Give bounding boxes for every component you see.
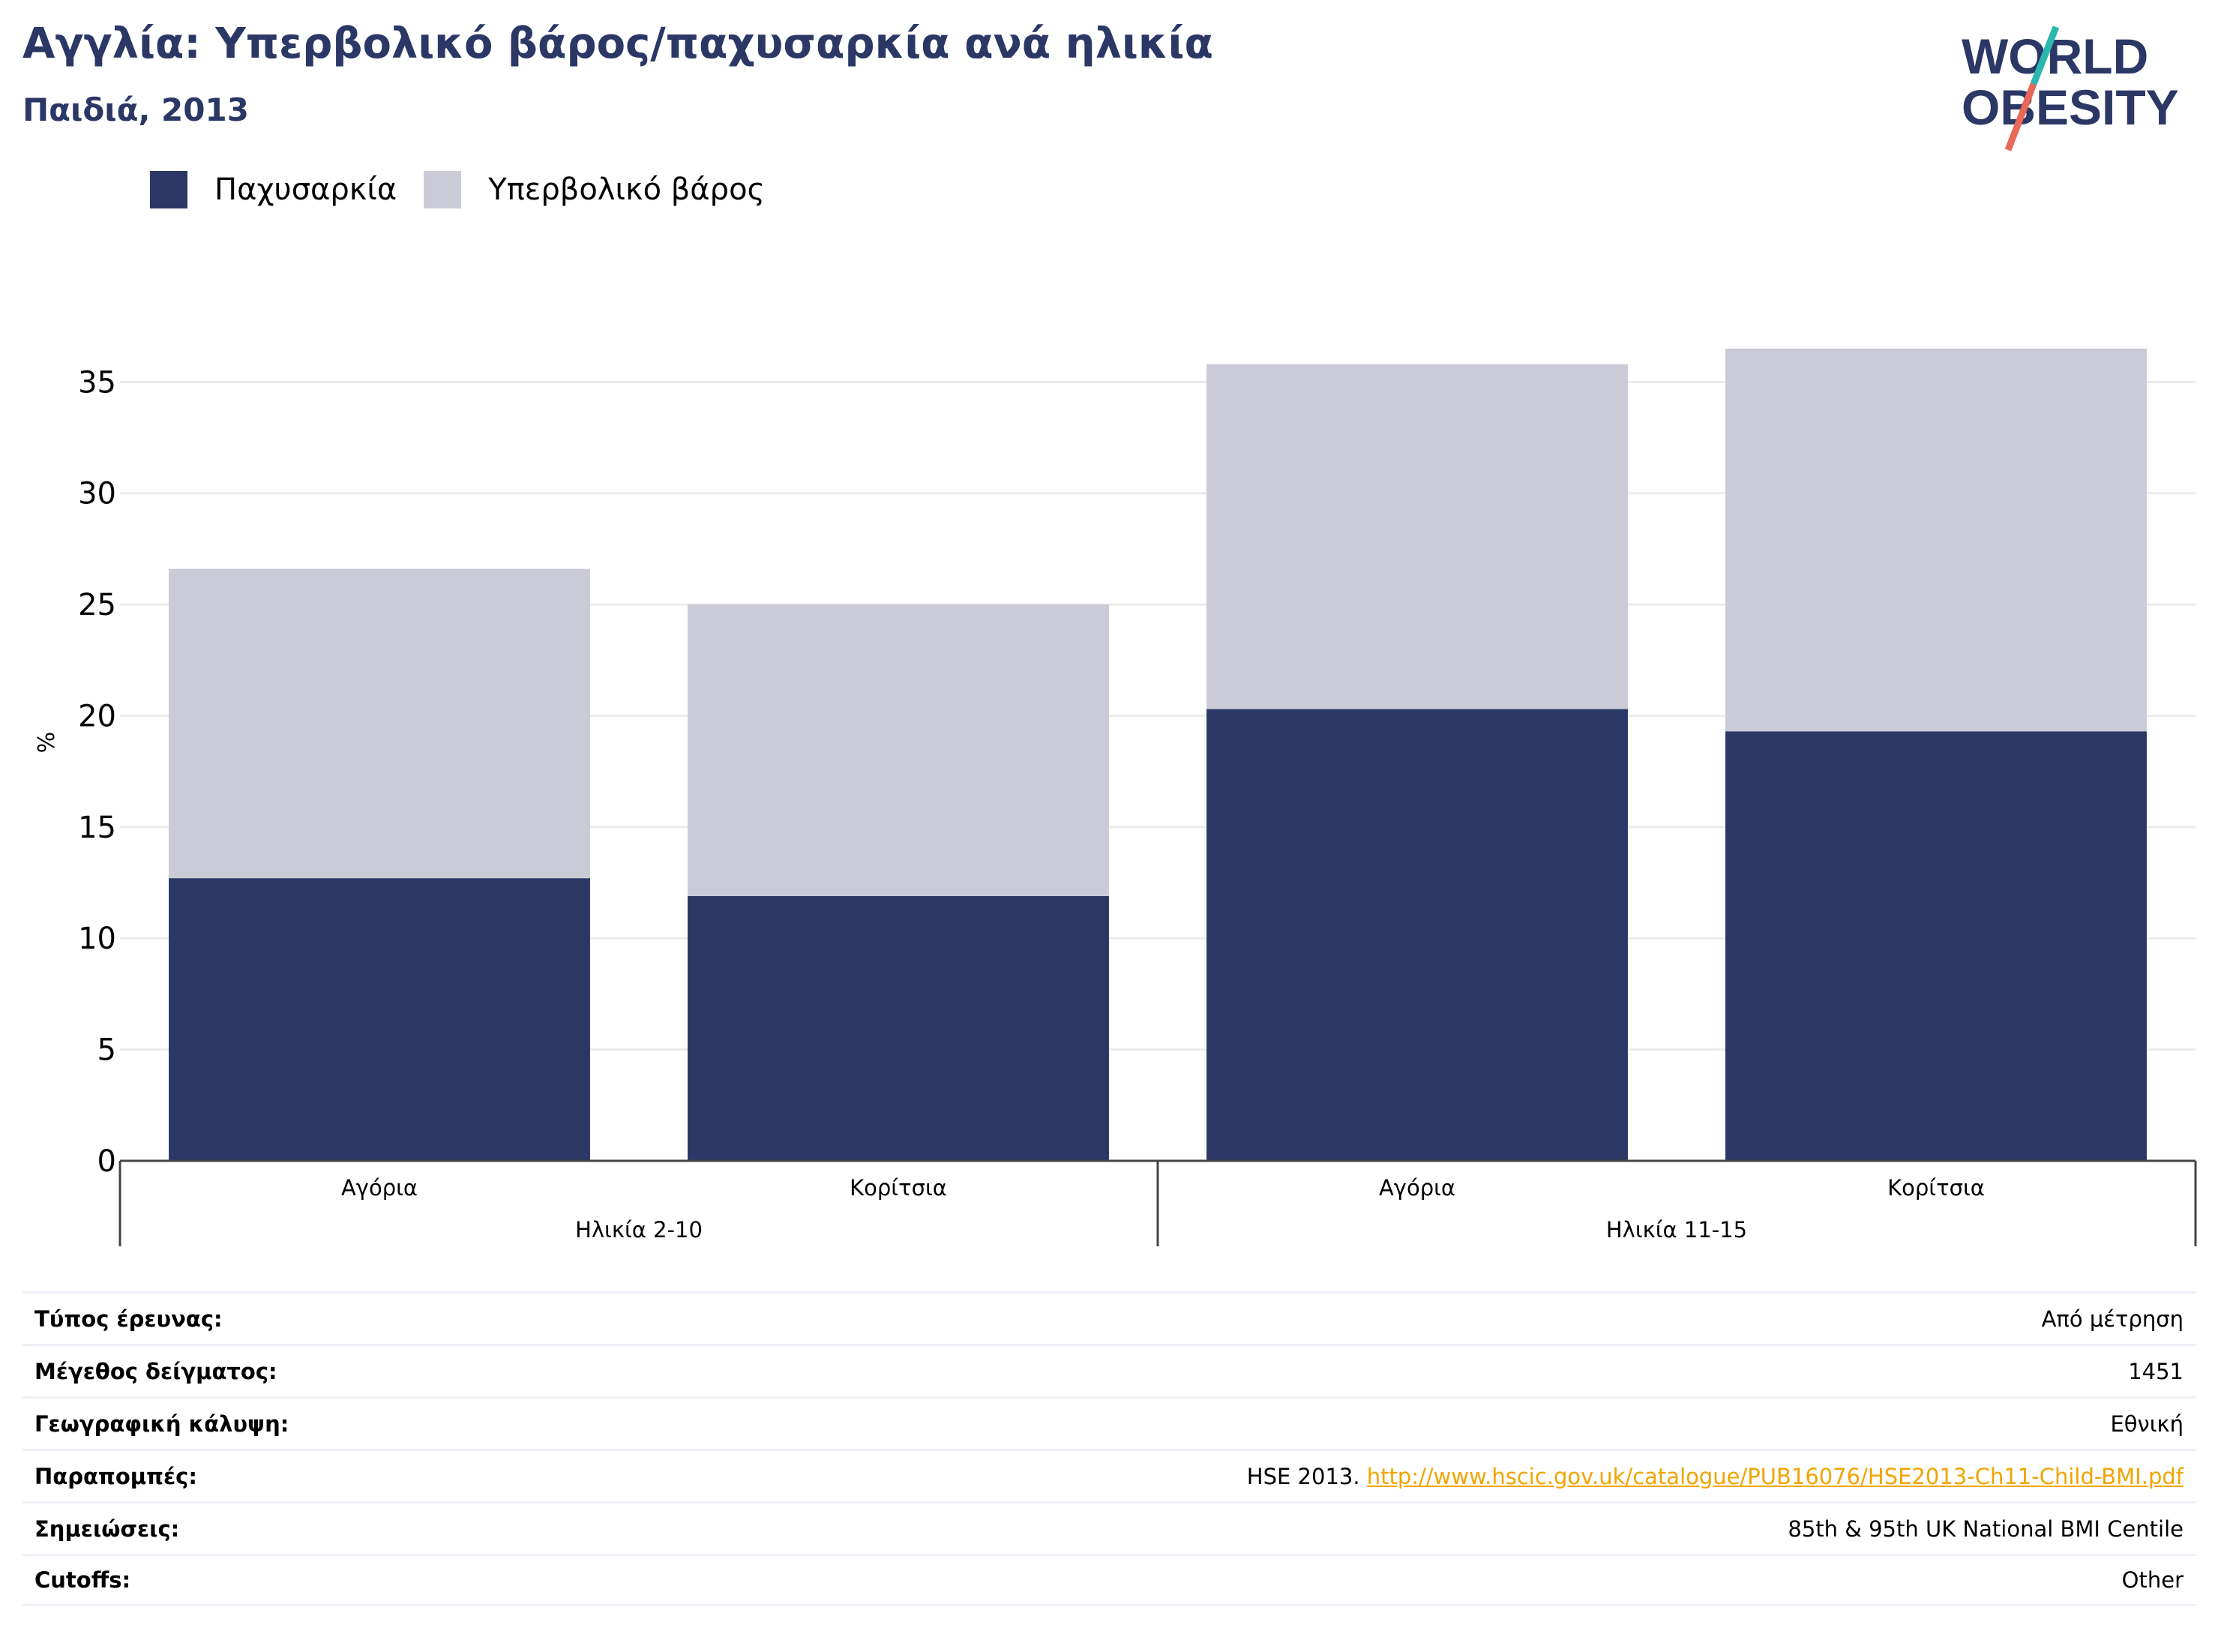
- bar-obesity: [1206, 709, 1628, 1161]
- y-tick-label: 20: [78, 699, 116, 733]
- metadata-value: HSE 2013. http://www.hscic.gov.uk/catalo…: [1246, 1463, 2184, 1489]
- group-label: Ηλικία 2-10: [575, 1217, 703, 1243]
- legend-label-overweight: Υπερβολικό βάρος: [488, 172, 766, 207]
- metadata-key: Παραπομπές:: [34, 1463, 197, 1489]
- bar-overweight: [169, 568, 590, 879]
- metadata-value: Other: [2121, 1567, 2184, 1593]
- legend-item-obesity[interactable]: Παχυσαρκία: [150, 171, 397, 208]
- metadata-row: Παραπομπές: HSE 2013. http://www.hscic.go…: [22, 1449, 2196, 1501]
- bar-obesity: [169, 878, 590, 1161]
- bar-chart: 0 5 10 15 20 25 30 35% Αγόρια Κορίτσια Αγόρια Κορίτ…: [34, 348, 2197, 1246]
- metadata-key: Μέγεθος δείγματος:: [34, 1358, 277, 1384]
- metadata-key: Σημειώσεις:: [34, 1516, 180, 1542]
- x-tick-label: Αγόρια: [341, 1175, 418, 1201]
- metadata-value: Από μέτρηση: [2041, 1306, 2184, 1332]
- logo-slash-teal: [2030, 25, 2060, 85]
- y-tick-label: 35: [78, 365, 116, 400]
- metadata-table: Τύπος έρευνας: Από μέτρηση Μέγεθος δείγματ…: [22, 1291, 2196, 1606]
- legend-item-overweight[interactable]: Υπερβολικό βάρος: [424, 171, 765, 208]
- bar-overweight: [1725, 348, 2147, 732]
- world-obesity-logo: WORLD OBESITY: [1962, 25, 2179, 151]
- logo-text-obesity: OBESITY: [1962, 79, 2179, 135]
- x-tick-label: Κορίτσια: [1887, 1175, 1985, 1201]
- y-tick-label: 25: [78, 588, 116, 622]
- logo-slash-coral: [2004, 82, 2037, 151]
- y-tick-label: 5: [97, 1033, 116, 1068]
- bar-obesity: [1725, 731, 2147, 1161]
- chart-subtitle: Παιδιά, 2013: [22, 91, 249, 128]
- metadata-row: Γεωγραφική κάλυψη: Εθνική: [22, 1396, 2196, 1449]
- chart-title: Αγγλία: Υπερβολικό βάρος/παχυσαρκία ανά …: [22, 19, 1213, 68]
- metadata-key: Γεωγραφική κάλυψη:: [34, 1411, 289, 1437]
- x-tick-label: Κορίτσια: [850, 1175, 947, 1201]
- metadata-row: Τύπος έρευνας: Από μέτρηση: [22, 1291, 2196, 1344]
- legend-swatch-obesity: [150, 171, 187, 208]
- y-tick-label: 30: [78, 477, 116, 511]
- legend-label-obesity: Παχυσαρκία: [214, 172, 397, 207]
- metadata-row: Cutoffs: Other: [22, 1554, 2196, 1606]
- bar-obesity: [688, 895, 1109, 1161]
- y-tick-label: 0: [97, 1144, 116, 1179]
- legend: Παχυσαρκία Υπερβολικό βάρος: [150, 171, 792, 208]
- reference-link[interactable]: http://www.hscic.gov.uk/catalogue/PUB160…: [1366, 1463, 2184, 1489]
- y-axis-label: %: [34, 732, 60, 754]
- metadata-value: Εθνική: [2110, 1411, 2184, 1437]
- metadata-value: 1451: [2128, 1358, 2184, 1384]
- x-tick-label: Αγόρια: [1379, 1175, 1455, 1201]
- metadata-key: Cutoffs:: [34, 1567, 131, 1593]
- metadata-row: Σημειώσεις: 85th & 95th UK National BMI C…: [22, 1501, 2196, 1554]
- legend-swatch-overweight: [424, 171, 462, 208]
- bar-overweight: [688, 604, 1109, 896]
- group-label: Ηλικία 11-15: [1606, 1217, 1747, 1243]
- bar-overweight: [1206, 364, 1628, 709]
- metadata-value: 85th & 95th UK National BMI Centile: [1788, 1516, 2184, 1542]
- metadata-row: Μέγεθος δείγματος: 1451: [22, 1344, 2196, 1396]
- metadata-key: Τύπος έρευνας:: [34, 1306, 223, 1332]
- y-tick-label: 10: [78, 922, 116, 956]
- y-tick-label: 15: [78, 811, 116, 845]
